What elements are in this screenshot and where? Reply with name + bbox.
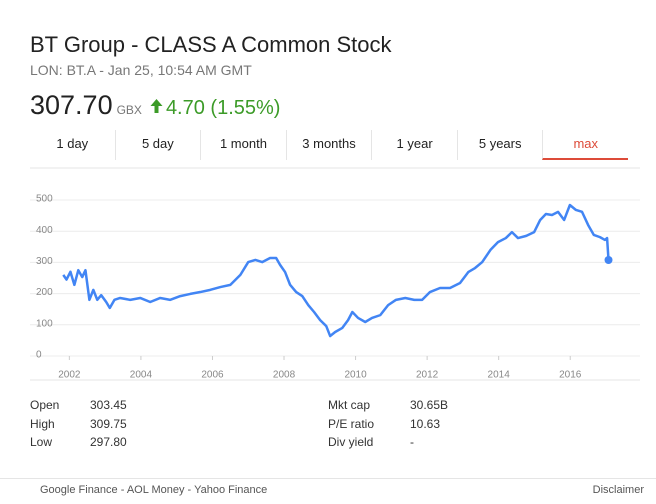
y-tick-label: 100 <box>36 318 53 329</box>
range-tabs: 1 day 5 day 1 month 3 months 1 year 5 years ma… <box>30 130 629 160</box>
range-tab[interactable]: max <box>542 130 629 160</box>
x-tick-label: 2014 <box>488 370 511 381</box>
stat-value: 303.45 <box>90 398 127 412</box>
stat-value: 309.75 <box>90 416 127 431</box>
range-tab[interactable]: 5 years <box>456 130 543 160</box>
price-line <box>62 203 610 338</box>
stat-label: Div yield <box>328 435 374 449</box>
range-tab[interactable]: 1 day <box>56 136 89 151</box>
disclaimer-link[interactable]: Disclaimer <box>592 484 644 496</box>
stat-label: Low <box>30 435 53 449</box>
up-arrow <box>150 99 163 113</box>
range-tab[interactable]: 5 day <box>114 130 201 160</box>
stat-label: P/E ratio <box>328 416 375 431</box>
stock-title: BT Group - CLASS A Common Stock <box>30 32 392 57</box>
y-tick-label: 200 <box>36 287 53 298</box>
source-links[interactable]: Google Finance - AOL Money - Yahoo Finan… <box>40 484 268 496</box>
range-tab[interactable]: 1 month <box>200 130 286 160</box>
range-tab[interactable]: 1 year <box>371 130 457 160</box>
chart: 0 100 200 300 400 500 2002 2004 2006 2008 2010 2012… <box>30 167 640 381</box>
stock-subtitle: LON: BT.A - Jan 25, 10:54 AM GMT <box>30 62 252 78</box>
range-tab[interactable]: 3 months <box>285 130 372 160</box>
stat-value: 297.80 <box>90 435 127 449</box>
y-tick-label: 500 <box>36 194 53 205</box>
footer-divider <box>0 478 656 479</box>
x-tick-label: 2006 <box>201 370 224 381</box>
stat-value: 10.63 <box>410 416 441 431</box>
stat-label: Open <box>30 398 60 412</box>
stat-value: 30.65B <box>410 398 449 412</box>
price: 307.70 <box>30 90 113 120</box>
price-change: 4.70 (1.55%) <box>165 97 281 119</box>
y-tick-label: 300 <box>36 256 53 267</box>
y-tick-label: 400 <box>36 225 53 236</box>
last-price-dot <box>604 255 613 264</box>
stat-label: High <box>30 416 55 431</box>
x-tick-label: 2004 <box>130 370 153 381</box>
x-tick-label: 2010 <box>344 370 367 381</box>
x-tick-label: 2016 <box>559 370 582 381</box>
x-tick-label: 2012 <box>416 370 439 381</box>
stat-value: - <box>410 435 414 449</box>
price-row: 307.70 GBX 4.70 (1.55%) <box>30 90 280 121</box>
y-tick-label: 0 <box>36 350 42 361</box>
currency: GBX <box>116 103 142 117</box>
x-tick-label: 2008 <box>273 370 296 381</box>
x-tick-label: 2002 <box>58 370 81 381</box>
stat-label: Mkt cap <box>328 398 371 412</box>
